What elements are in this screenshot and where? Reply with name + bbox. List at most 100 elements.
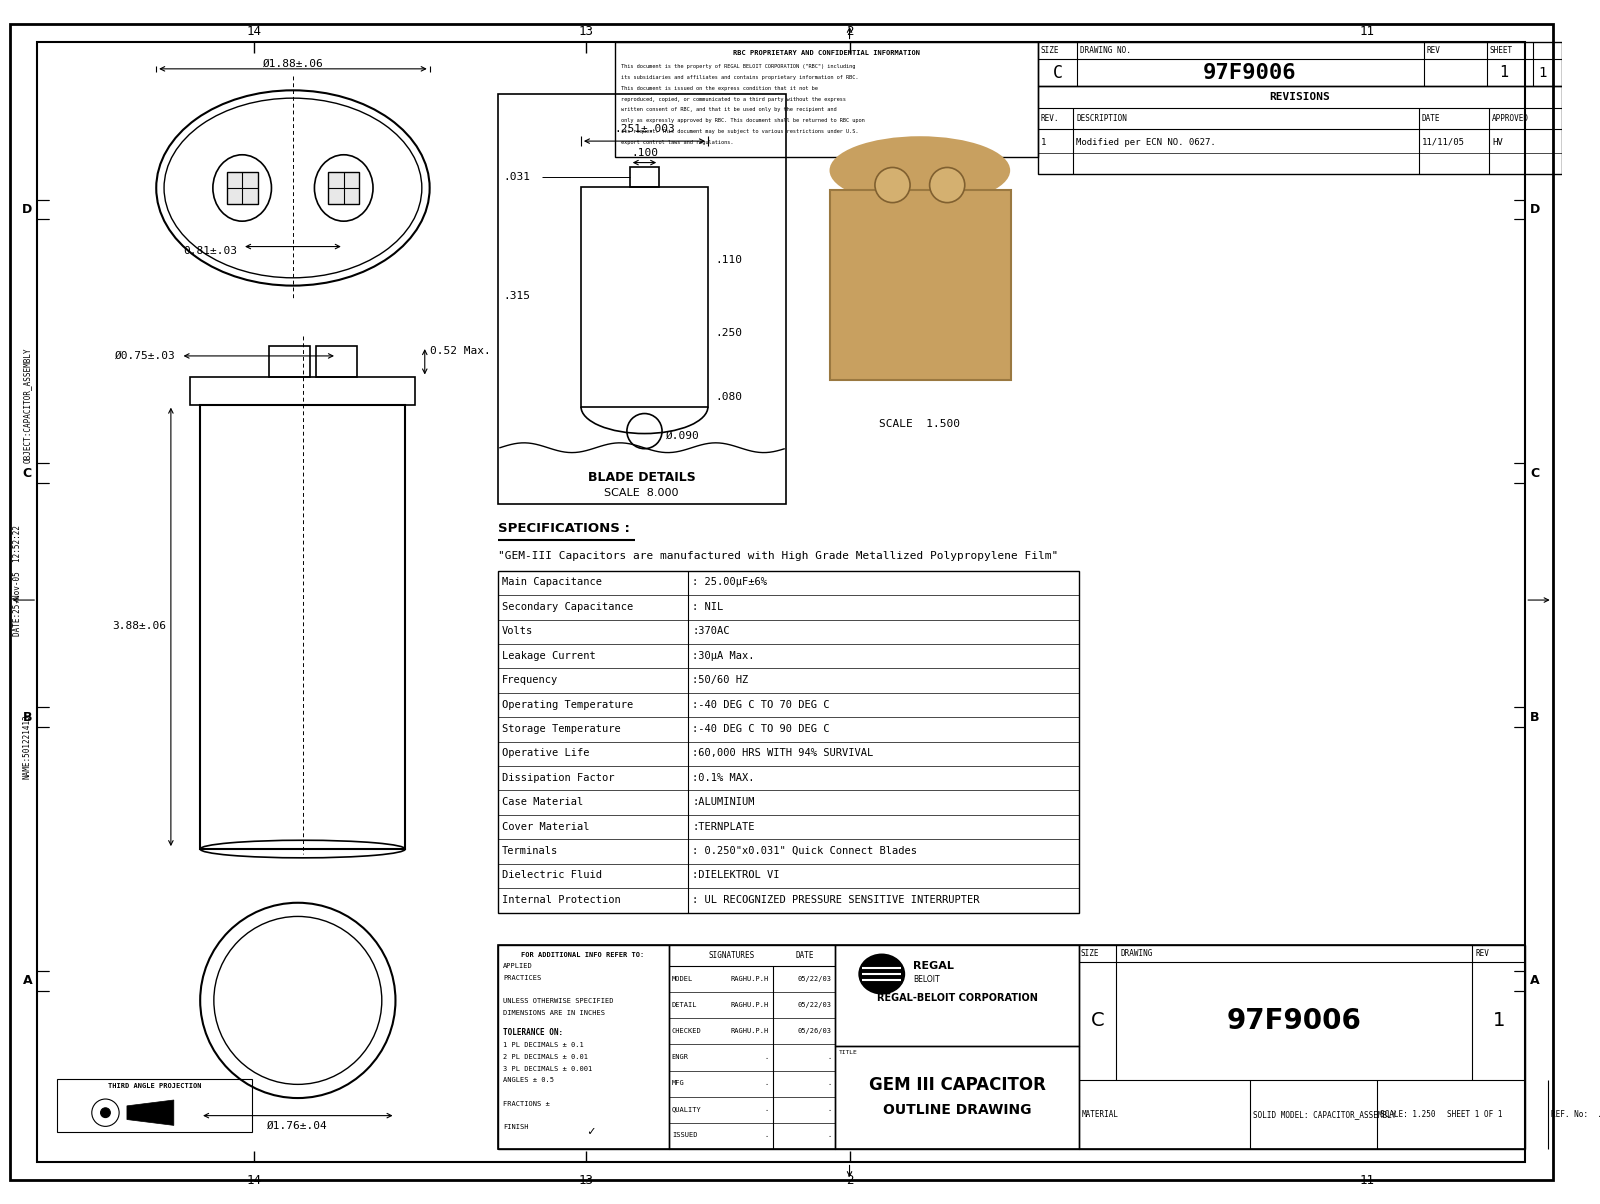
Text: Storage Temperature: Storage Temperature — [502, 724, 621, 734]
Text: TOLERANCE ON:: TOLERANCE ON: — [502, 1028, 563, 1037]
Text: export control laws and regulations.: export control laws and regulations. — [621, 140, 733, 144]
Bar — [1038, 41, 1562, 87]
Text: 05/26/03: 05/26/03 — [798, 1028, 832, 1034]
Bar — [581, 187, 707, 407]
Text: A: A — [1530, 974, 1539, 987]
Text: ANGLES ± 0.5: ANGLES ± 0.5 — [502, 1078, 554, 1084]
Text: SIGNATURES: SIGNATURES — [709, 951, 755, 960]
Text: ISSUED: ISSUED — [672, 1133, 698, 1139]
Text: Dissipation Factor: Dissipation Factor — [502, 773, 614, 783]
Text: Terminals: Terminals — [502, 846, 558, 856]
Text: 3.88±.06: 3.88±.06 — [112, 621, 166, 631]
Text: Modified per ECN NO. 0627.: Modified per ECN NO. 0627. — [1077, 137, 1216, 147]
Text: .: . — [765, 1055, 768, 1061]
Text: ✓: ✓ — [587, 1125, 595, 1138]
Text: .315: .315 — [502, 291, 530, 301]
Text: 2 PL DECIMALS ± 0.01: 2 PL DECIMALS ± 0.01 — [502, 1054, 587, 1060]
Circle shape — [101, 1108, 110, 1117]
Text: .250: .250 — [715, 329, 742, 338]
Text: :-40 DEG C TO 70 DEG C: :-40 DEG C TO 70 DEG C — [693, 700, 830, 709]
Text: : UL RECOGNIZED PRESSURE SENSITIVE INTERRUPTER: : UL RECOGNIZED PRESSURE SENSITIVE INTER… — [693, 895, 979, 905]
Text: PRACTICES: PRACTICES — [502, 975, 541, 981]
Text: RBC PROPRIETARY AND CONFIDENTIAL INFORMATION: RBC PROPRIETARY AND CONFIDENTIAL INFORMA… — [733, 51, 920, 57]
Bar — [498, 945, 669, 1149]
Text: REGAL-BELOIT CORPORATION: REGAL-BELOIT CORPORATION — [877, 993, 1037, 1003]
Text: Ø.090: Ø.090 — [666, 431, 699, 441]
Text: Operating Temperature: Operating Temperature — [502, 700, 634, 709]
Text: :50/60 HZ: :50/60 HZ — [693, 675, 749, 685]
Text: :DIELEKTROL VI: :DIELEKTROL VI — [693, 870, 779, 880]
Text: Ø1.76±.04: Ø1.76±.04 — [267, 1121, 328, 1131]
Circle shape — [875, 167, 910, 202]
Text: DIMENSIONS ARE IN INCHES: DIMENSIONS ARE IN INCHES — [502, 1010, 605, 1016]
Text: Ø1.88±.06: Ø1.88±.06 — [262, 59, 323, 69]
Text: SHEET: SHEET — [1490, 46, 1512, 55]
Text: SIZE: SIZE — [1042, 46, 1059, 55]
Text: :0.1% MAX.: :0.1% MAX. — [693, 773, 755, 783]
Text: SIZE: SIZE — [1082, 949, 1099, 958]
Text: .: . — [827, 1055, 832, 1061]
Text: 3 PL DECIMALS ± 0.001: 3 PL DECIMALS ± 0.001 — [502, 1066, 592, 1072]
Text: RAGHU.P.H: RAGHU.P.H — [730, 976, 768, 982]
Text: DATE: DATE — [795, 951, 814, 960]
Text: FINISH: FINISH — [502, 1125, 528, 1131]
Bar — [328, 172, 360, 203]
Text: :370AC: :370AC — [693, 626, 730, 636]
Bar — [669, 945, 835, 1149]
Text: Dielectric Fluid: Dielectric Fluid — [502, 870, 602, 880]
Bar — [830, 190, 1011, 380]
Text: 13: 13 — [578, 1174, 594, 1187]
Text: 1: 1 — [1493, 1011, 1506, 1031]
Bar — [190, 377, 414, 405]
Text: DATE: DATE — [1422, 114, 1440, 123]
Text: 11/11/05: 11/11/05 — [1422, 137, 1464, 147]
Text: 2: 2 — [846, 25, 853, 39]
Text: .: . — [765, 1080, 768, 1086]
Text: DESCRIPTION: DESCRIPTION — [1077, 114, 1126, 123]
Bar — [1038, 87, 1562, 175]
Bar — [200, 405, 405, 849]
Text: SCALE  8.000: SCALE 8.000 — [605, 488, 678, 497]
Text: FRACTIONS ±: FRACTIONS ± — [502, 1100, 550, 1106]
Text: RAGHU.P.H: RAGHU.P.H — [730, 1002, 768, 1008]
Text: HV: HV — [1493, 137, 1502, 147]
Text: .: . — [827, 1080, 832, 1086]
Bar — [317, 347, 357, 377]
Text: .: . — [765, 1106, 768, 1112]
Text: :-40 DEG C TO 90 DEG C: :-40 DEG C TO 90 DEG C — [693, 724, 830, 734]
Ellipse shape — [858, 954, 906, 995]
Text: 0.52 Max.: 0.52 Max. — [430, 347, 491, 356]
Text: REV: REV — [1475, 949, 1490, 958]
Bar — [269, 347, 309, 377]
Text: TITLE: TITLE — [838, 1050, 858, 1055]
Text: .080: .080 — [715, 393, 742, 402]
Bar — [498, 945, 1525, 1149]
Bar — [835, 945, 1078, 1046]
Text: APPLIED: APPLIED — [502, 963, 533, 969]
Text: Ø0.75±.03: Ø0.75±.03 — [115, 350, 176, 361]
Text: 14: 14 — [246, 1174, 261, 1187]
Text: D: D — [1530, 203, 1541, 216]
Text: written consent of RBC, and that it be used only by the recipient and: written consent of RBC, and that it be u… — [621, 107, 837, 112]
Text: "GEM-III Capacitors are manufactured with High Grade Metallized Polypropylene Fi: "GEM-III Capacitors are manufactured wit… — [498, 551, 1058, 561]
Text: Main Capacitance: Main Capacitance — [502, 578, 602, 588]
Text: : NIL: : NIL — [693, 602, 723, 612]
Text: :TERNPLATE: :TERNPLATE — [693, 821, 755, 832]
Text: C: C — [1531, 467, 1539, 479]
Text: Leakage Current: Leakage Current — [502, 650, 595, 661]
Text: UNLESS OTHERWISE SPECIFIED: UNLESS OTHERWISE SPECIFIED — [502, 998, 613, 1004]
Text: Case Material: Case Material — [502, 797, 582, 807]
Text: 13: 13 — [578, 25, 594, 39]
Text: 05/22/03: 05/22/03 — [798, 976, 832, 982]
Text: reproduced, copied, or communicated to a third party without the express: reproduced, copied, or communicated to a… — [621, 96, 846, 101]
Text: its subsidiaries and affiliates and contains proprietary information of RBC.: its subsidiaries and affiliates and cont… — [621, 75, 859, 81]
Text: 11: 11 — [1360, 1174, 1374, 1187]
Text: 1: 1 — [1539, 66, 1547, 79]
Text: 05/22/03: 05/22/03 — [798, 1002, 832, 1008]
Text: : 25.00μF±6%: : 25.00μF±6% — [693, 578, 768, 588]
Text: DRAWING: DRAWING — [1120, 949, 1152, 958]
Text: A: A — [22, 974, 32, 987]
Text: REVISIONS: REVISIONS — [1269, 93, 1330, 102]
Bar — [498, 571, 1078, 913]
Text: MATERIAL: MATERIAL — [1082, 1110, 1118, 1120]
